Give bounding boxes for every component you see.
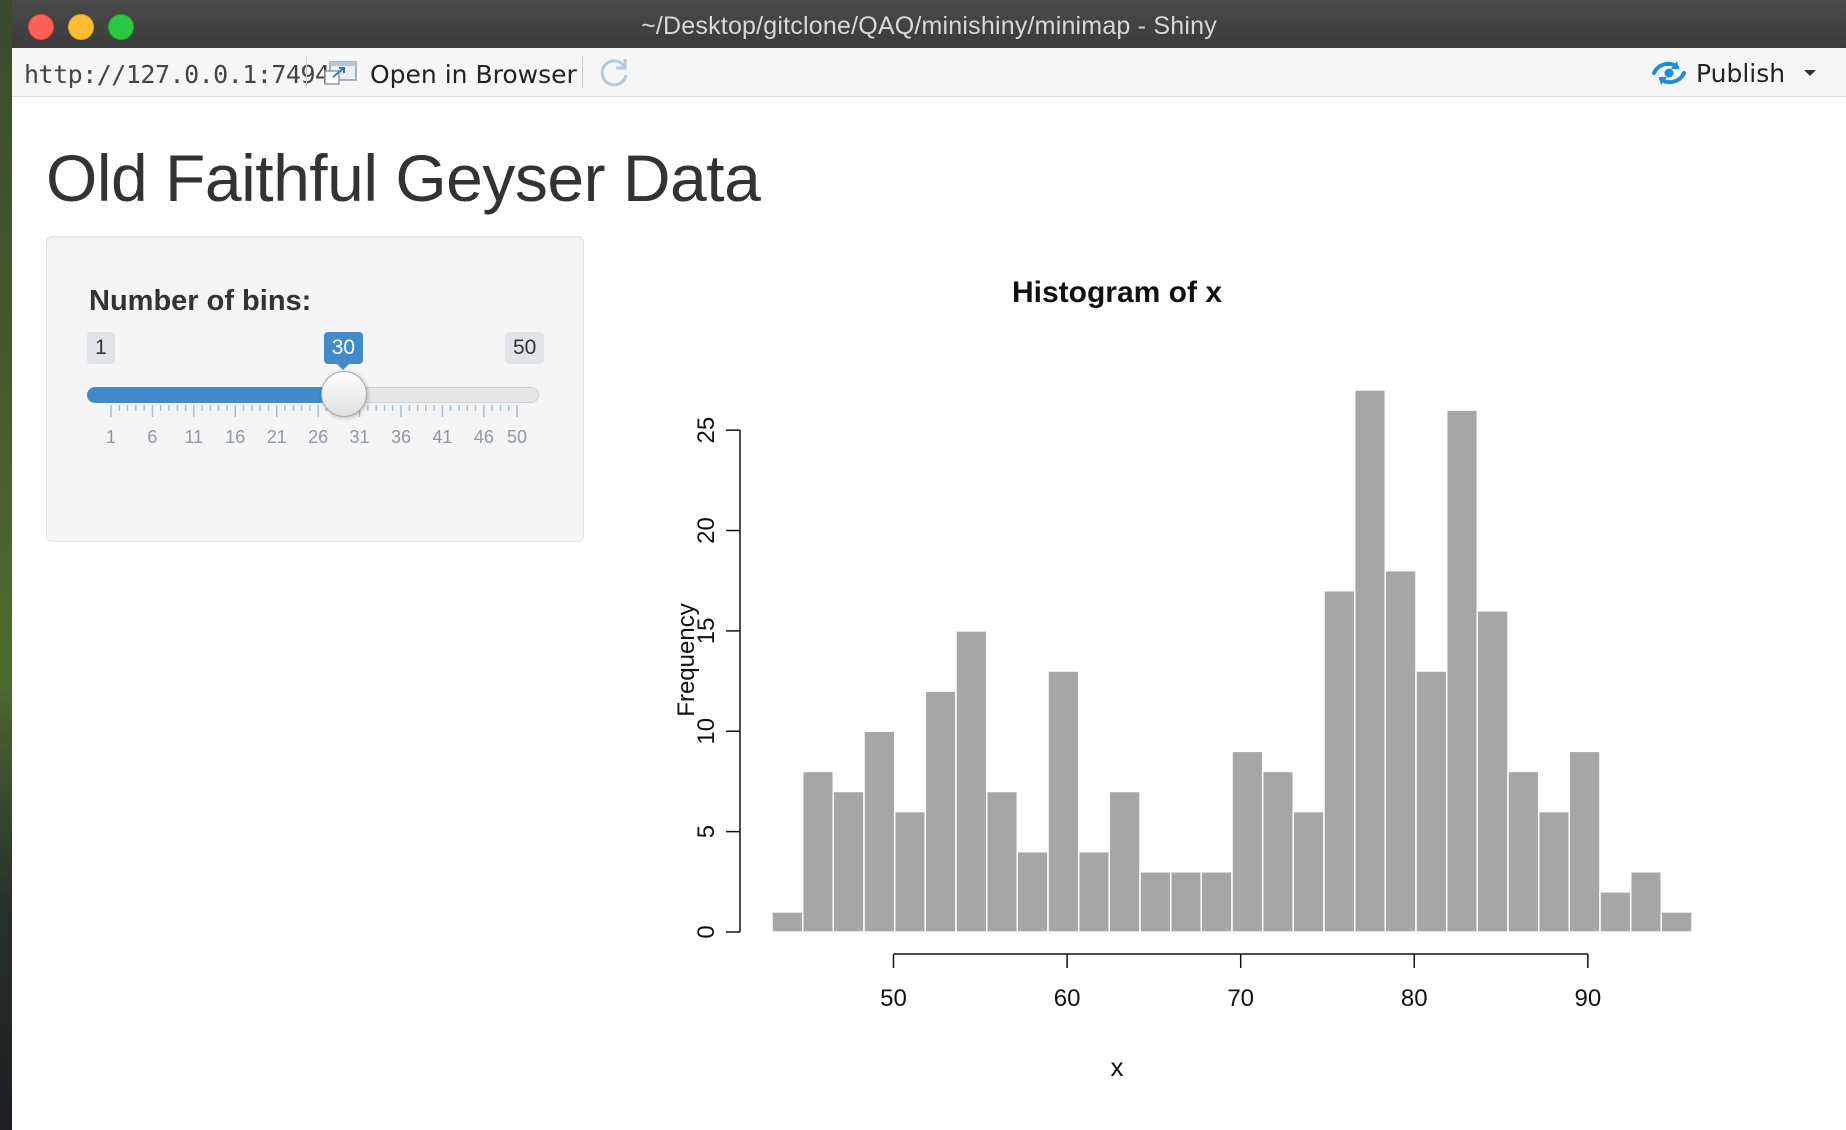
slider-max-label: 50 — [505, 332, 545, 364]
histogram-bar — [1415, 670, 1448, 933]
histogram-bar — [1599, 891, 1632, 933]
histogram-bar — [863, 730, 896, 933]
slider-grid-label: 36 — [391, 427, 411, 447]
slider-grid-label: 31 — [350, 427, 370, 447]
histogram-bar — [1537, 810, 1571, 933]
title-bar[interactable]: ~/Desktop/gitclone/QAQ/minishiny/minimap… — [12, 0, 1846, 49]
y-tick-label: 20 — [693, 517, 720, 544]
x-tick-label: 80 — [1401, 985, 1428, 1012]
refresh-icon[interactable] — [598, 56, 632, 90]
toolbar-divider — [582, 56, 583, 88]
publish-button[interactable]: Publish — [1696, 59, 1786, 88]
histogram-bar — [1445, 409, 1479, 933]
viewer-toolbar: http://127.0.0.1:7494 Open in Browser Pu… — [12, 48, 1846, 97]
sidebar-panel: Number of bins: 1 50 30 1 6 11 16 21 26 31 36 41… — [46, 236, 584, 542]
zoom-window-button[interactable] — [108, 14, 134, 40]
slider-grid-label: 26 — [308, 427, 328, 447]
histogram-bar — [1139, 871, 1172, 933]
y-tick-label: 15 — [693, 618, 720, 645]
histogram-bar — [1629, 871, 1663, 933]
toolbar-divider — [306, 56, 307, 88]
slider-value-label: 30 — [323, 332, 364, 370]
histogram-bar — [1384, 569, 1417, 933]
histogram-bar — [771, 911, 804, 933]
slider-grid-label: 6 — [147, 427, 157, 447]
x-axis: 50 60 70 80 90 — [880, 953, 1601, 1012]
app-window: ~/Desktop/gitclone/QAQ/minishiny/minimap… — [12, 0, 1846, 1130]
histogram-bar — [1231, 750, 1264, 933]
histogram-bar — [985, 790, 1019, 933]
publish-dropdown-chevron-down-icon[interactable] — [1800, 62, 1820, 82]
y-tick-label: 0 — [693, 925, 720, 938]
url-display[interactable]: http://127.0.0.1:7494 — [24, 60, 330, 89]
slider-grid-label: 46 — [474, 427, 494, 447]
bins-slider-label: Number of bins: — [89, 285, 312, 317]
window-title: ~/Desktop/gitclone/QAQ/minishiny/minimap… — [641, 12, 1217, 40]
slider-min-label: 1 — [87, 332, 115, 364]
histogram-bar — [955, 630, 988, 933]
histogram-bar — [1200, 871, 1233, 933]
slider-grid-label: 50 — [507, 427, 527, 447]
x-tick-label: 50 — [880, 985, 907, 1012]
histogram-bars — [771, 389, 1693, 933]
histogram-bar — [1292, 810, 1325, 933]
y-tick-label: 5 — [693, 825, 720, 838]
page-title: Old Faithful Geyser Data — [46, 141, 761, 215]
x-axis-label: x — [1111, 1052, 1124, 1082]
y-axis-label: Frequency — [673, 603, 700, 716]
slider-fill — [87, 387, 344, 403]
histogram-bar — [1047, 670, 1080, 933]
histogram-bar — [1016, 850, 1049, 933]
histogram-bar — [1261, 770, 1295, 933]
open-in-browser-icon[interactable] — [324, 60, 358, 86]
x-tick-label: 60 — [1054, 985, 1081, 1012]
histogram-bar — [1077, 850, 1111, 933]
slider-grid-label: 41 — [432, 427, 452, 447]
x-tick-label: 90 — [1574, 985, 1601, 1012]
histogram-bar — [801, 770, 835, 933]
histogram-bar — [1169, 871, 1203, 933]
histogram-bar — [832, 790, 865, 933]
chart-title: Histogram of x — [1012, 276, 1222, 309]
y-tick-label: 10 — [693, 718, 720, 745]
histogram-plot: Histogram of x Frequency x 0 5 10 15 20 25 50… — [673, 276, 1693, 1082]
close-window-button[interactable] — [28, 14, 54, 40]
slider-grid-label: 11 — [185, 427, 204, 447]
histogram-bar — [1507, 770, 1540, 933]
publish-icon[interactable] — [1650, 58, 1688, 88]
histogram-bar — [1108, 790, 1141, 933]
desktop-background — [0, 0, 12, 1130]
x-tick-label: 70 — [1227, 985, 1254, 1012]
y-tick-label: 25 — [693, 417, 720, 444]
slider-grid-label: 21 — [267, 427, 287, 447]
histogram-bar — [893, 810, 927, 933]
histogram-bar — [1353, 389, 1387, 933]
histogram-bar — [1323, 589, 1356, 933]
y-axis: 0 5 10 15 20 25 — [693, 417, 741, 939]
minimize-window-button[interactable] — [68, 14, 94, 40]
slider-grid-label: 1 — [106, 427, 116, 447]
histogram-bar — [924, 690, 957, 933]
open-in-browser-button[interactable]: Open in Browser — [370, 60, 577, 89]
histogram-bar — [1476, 610, 1509, 933]
histogram-bar — [1568, 750, 1601, 933]
slider-grid-label: 16 — [225, 427, 245, 447]
slider-handle[interactable] — [320, 371, 367, 417]
histogram-bar — [1660, 911, 1693, 933]
